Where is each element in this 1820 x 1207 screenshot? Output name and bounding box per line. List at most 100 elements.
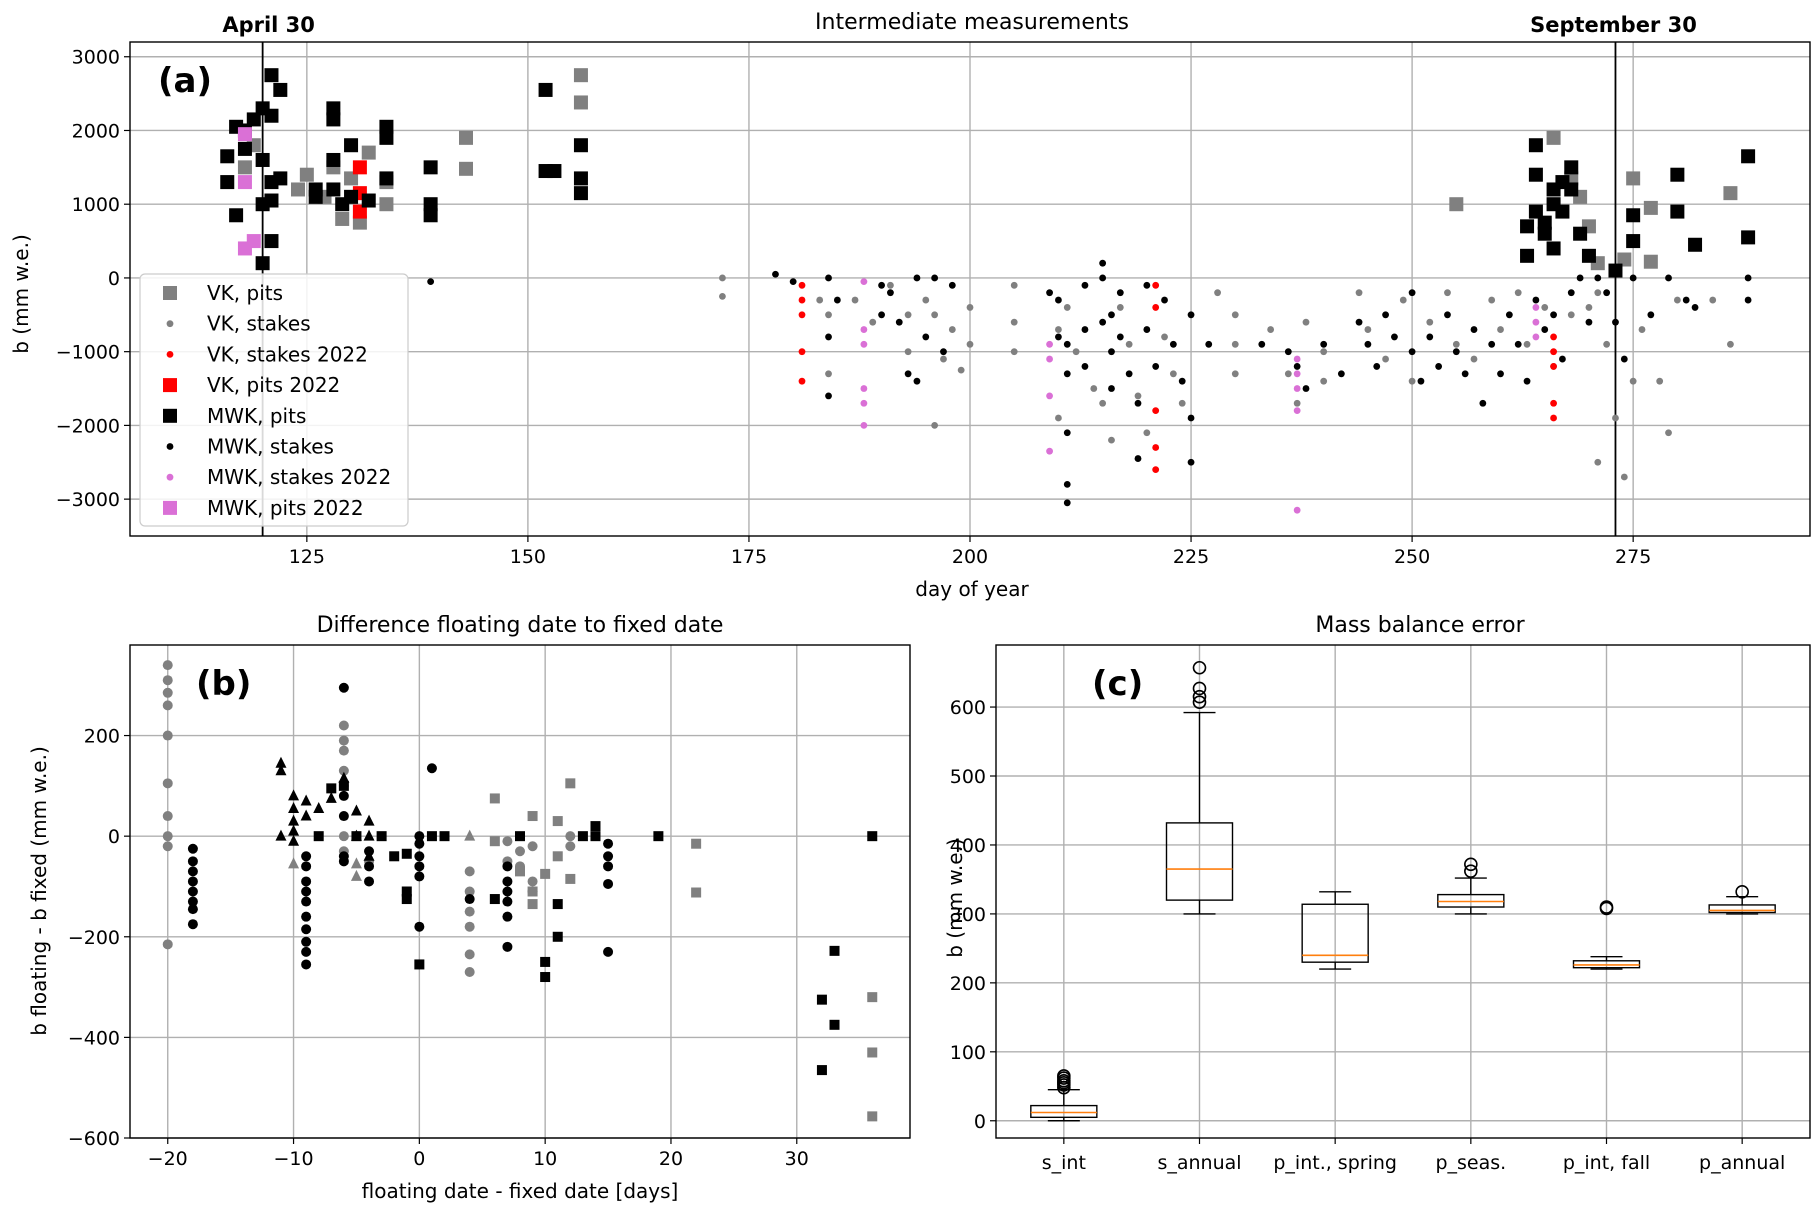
data-point [326,101,341,116]
data-point [502,886,513,897]
data-point [1528,167,1543,182]
data-point [931,274,939,282]
legend-box [139,273,409,527]
box-p-seas--flier [1464,864,1478,878]
panel-b-label: (b) [196,664,251,704]
data-point [1116,304,1124,311]
data-point [1532,304,1540,311]
data-point [904,370,912,378]
data-point [502,876,513,887]
data-point [1626,208,1641,223]
data-point [1555,204,1570,219]
data-point [603,861,614,872]
data-point [1081,281,1089,289]
data-point [565,778,576,789]
data-point [1152,466,1160,474]
data-point [1320,340,1328,348]
data-point [313,831,324,842]
data-point [1435,363,1443,370]
data-point [299,167,314,182]
data-point [300,809,312,821]
data-point [264,234,279,249]
data-point [301,911,312,922]
box-s-annual-flier [1192,681,1207,696]
data-point [246,234,261,249]
data-point [1072,348,1080,356]
data-point [1665,429,1672,437]
data-point [352,215,367,230]
data-point [860,385,868,392]
data-point [515,846,525,857]
data-point [414,871,425,882]
legend: VK, pits VK, stakes VK, stakes 2022 VK, pit… [139,273,409,527]
box-s-annual-flier [1192,660,1207,675]
box-s-annual-flier [1192,689,1207,704]
legend-label: VK, stakes [207,312,311,336]
data-point [1594,458,1602,466]
panel-b-xtick-label: 10 [533,1148,557,1170]
data-point [1550,414,1557,422]
data-point [1178,399,1186,407]
data-point [308,182,323,197]
data-point [653,831,664,842]
panel-c-ylabel: b (mm w.e.) [943,838,967,958]
data-point [275,829,287,841]
data-point [275,756,287,768]
data-point [1546,130,1561,145]
data-point [552,931,563,942]
data-point [464,949,475,960]
data-point [789,278,797,286]
data-point [1284,348,1292,356]
data-point [527,876,538,887]
data-point [379,130,394,145]
data-point [691,887,702,898]
panel-c-frame [995,644,1811,1139]
data-point [966,340,974,348]
data-point [464,921,475,932]
data-point [1099,259,1107,267]
data-point [1567,311,1575,319]
panel-b-title: Difference floating date to fixed date [317,613,724,638]
data-point [338,771,350,783]
panel-a-frame [129,41,1811,537]
data-point [273,171,288,186]
legend-label: VK, stakes 2022 [207,342,368,366]
data-point [1673,296,1681,304]
data-point [376,831,387,842]
panel-c-label: (c) [1092,664,1143,704]
data-point [1293,506,1301,514]
data-point [1688,237,1703,252]
panel-c: Mass balance error b (mm w.e.) 0 100 200 30… [943,613,1811,1174]
data-point [1382,355,1389,363]
data-point [326,182,341,197]
box-s-annual-flier [1192,695,1207,710]
box-p-int-fall-flier [1599,900,1614,914]
data-point [833,296,841,304]
panel-b-xtick-label: 20 [659,1148,683,1170]
data-point [363,849,375,861]
vline-label: April 30 [222,13,315,37]
box-p-int-spring [1301,903,1369,963]
data-point [1488,296,1496,304]
data-point [1355,289,1363,297]
data-point [1081,326,1089,333]
data-point [1063,429,1071,437]
data-point [922,296,930,304]
data-point [1629,377,1637,385]
data-point [1108,385,1115,392]
data-point [1744,296,1752,304]
data-point [719,274,726,282]
data-point [860,326,868,333]
data-point [798,377,806,385]
data-point [1284,370,1292,378]
data-point [301,886,312,897]
data-point [798,311,806,319]
data-point [1541,304,1549,311]
data-point [1479,399,1487,407]
data-point [540,972,551,983]
data-point [1134,392,1142,400]
data-point [825,274,832,282]
data-point [1444,311,1451,319]
data-point [825,370,832,378]
data-point [1063,370,1071,378]
